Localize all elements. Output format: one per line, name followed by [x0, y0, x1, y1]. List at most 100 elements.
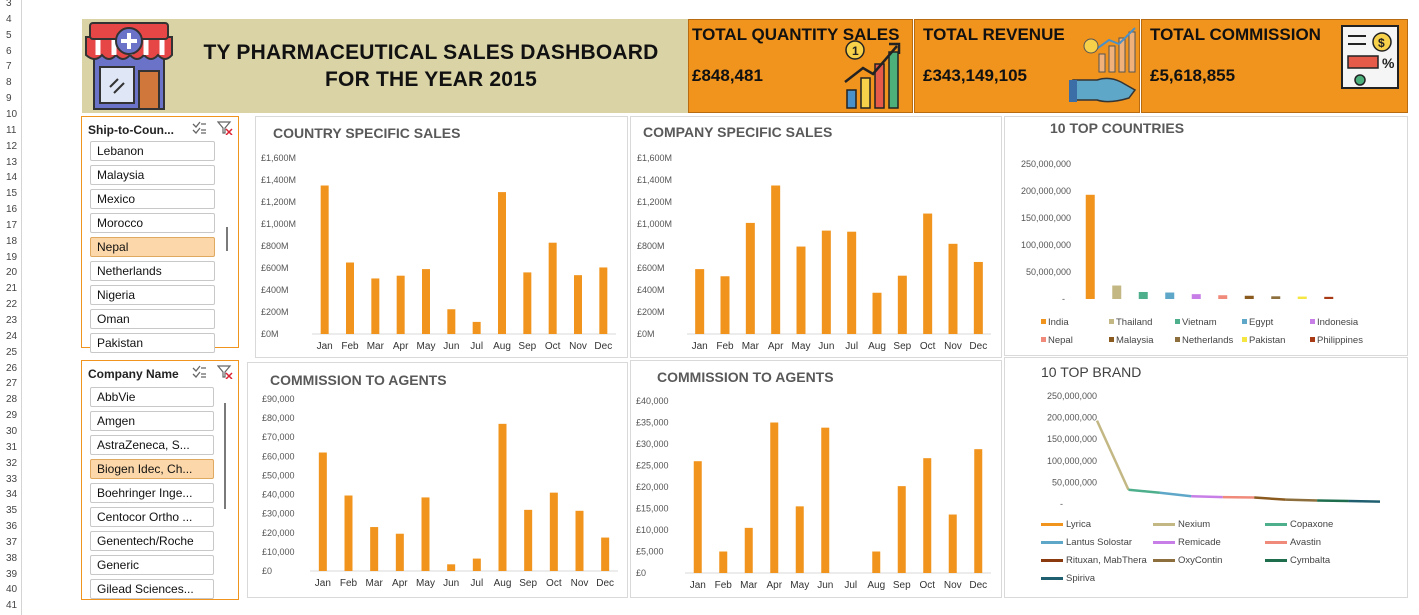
slicer-item[interactable]: Malaysia: [90, 165, 215, 185]
slicer-item[interactable]: Lebanon: [90, 141, 215, 161]
bar[interactable]: [1324, 296, 1334, 299]
bar[interactable]: [744, 527, 753, 573]
bar[interactable]: [719, 551, 728, 574]
row-number[interactable]: 5: [6, 29, 12, 41]
bar[interactable]: [549, 492, 558, 571]
row-number[interactable]: 12: [6, 140, 18, 152]
bar[interactable]: [498, 192, 506, 334]
bar[interactable]: [601, 537, 610, 571]
row-number[interactable]: 30: [6, 425, 18, 437]
slicer-item[interactable]: Amgen: [90, 411, 214, 431]
row-number[interactable]: 10: [6, 108, 18, 120]
bar[interactable]: [974, 449, 983, 573]
bar[interactable]: [948, 514, 957, 573]
bar[interactable]: [1271, 296, 1281, 299]
row-number[interactable]: 6: [6, 45, 12, 57]
slicer-scrollbar[interactable]: [226, 227, 228, 251]
bar[interactable]: [948, 243, 958, 334]
bar[interactable]: [524, 509, 533, 571]
bar[interactable]: [346, 262, 354, 335]
row-number[interactable]: 40: [6, 584, 18, 596]
bar[interactable]: [396, 275, 405, 334]
row-number[interactable]: 17: [6, 219, 18, 231]
bar[interactable]: [370, 527, 379, 571]
row-number[interactable]: 36: [6, 521, 18, 533]
bar[interactable]: [472, 558, 481, 571]
row-number[interactable]: 25: [6, 346, 18, 358]
slicer-item[interactable]: Nepal: [90, 237, 215, 257]
row-number[interactable]: 11: [6, 124, 17, 136]
slicer-scrollbar[interactable]: [224, 403, 226, 509]
slicer-item[interactable]: AstraZeneca, S...: [90, 435, 214, 455]
bar[interactable]: [421, 497, 430, 571]
bar[interactable]: [923, 458, 932, 573]
row-number[interactable]: 37: [6, 536, 18, 548]
clear-filter-icon[interactable]: [217, 365, 233, 379]
line-segment[interactable]: [1285, 498, 1318, 502]
bar[interactable]: [695, 269, 705, 334]
bar[interactable]: [973, 261, 983, 334]
row-number[interactable]: 13: [6, 156, 18, 168]
bar[interactable]: [847, 231, 857, 334]
row-number[interactable]: 15: [6, 188, 18, 200]
slicer-item[interactable]: Nigeria: [90, 285, 215, 305]
row-number[interactable]: 18: [6, 235, 18, 247]
bar[interactable]: [344, 495, 353, 571]
bar[interactable]: [1085, 194, 1095, 299]
line-segment[interactable]: [1128, 488, 1161, 495]
row-number[interactable]: 4: [6, 13, 12, 25]
slicer-item[interactable]: Pakistan: [90, 333, 215, 353]
bar[interactable]: [523, 272, 532, 334]
slicer-item[interactable]: Generic: [90, 555, 214, 575]
slicer-item[interactable]: Biogen Idec, Ch...: [90, 459, 214, 479]
bar[interactable]: [1165, 292, 1175, 299]
bar[interactable]: [1297, 296, 1307, 299]
bar[interactable]: [1191, 294, 1201, 299]
clear-filter-icon[interactable]: [217, 121, 233, 135]
slicer-item[interactable]: Boehringer Inge...: [90, 483, 214, 503]
line-segment[interactable]: [1254, 496, 1286, 501]
multi-select-icon[interactable]: [191, 365, 207, 379]
bar[interactable]: [745, 222, 755, 334]
line-segment[interactable]: [1159, 491, 1192, 498]
bar[interactable]: [796, 246, 806, 334]
row-number[interactable]: 16: [6, 204, 18, 216]
row-number[interactable]: 20: [6, 267, 18, 279]
line-segment[interactable]: [1095, 420, 1130, 491]
row-number[interactable]: 41: [6, 600, 18, 612]
row-number[interactable]: 9: [6, 93, 12, 105]
row-number[interactable]: 28: [6, 394, 18, 406]
slicer-item[interactable]: Mexico: [90, 189, 215, 209]
bar[interactable]: [693, 461, 702, 573]
bar[interactable]: [472, 321, 481, 334]
row-number[interactable]: 24: [6, 330, 18, 342]
multi-select-icon[interactable]: [191, 121, 207, 135]
slicer-item[interactable]: Morocco: [90, 213, 215, 233]
bar[interactable]: [771, 185, 781, 335]
row-number[interactable]: 14: [6, 172, 18, 184]
bar[interactable]: [770, 422, 779, 574]
row-number[interactable]: 21: [6, 283, 18, 295]
bar[interactable]: [318, 452, 327, 571]
bar[interactable]: [1244, 295, 1254, 299]
row-number[interactable]: 27: [6, 378, 18, 390]
bar[interactable]: [1112, 285, 1122, 300]
bar[interactable]: [897, 275, 907, 334]
slicer-item[interactable]: Oman: [90, 309, 215, 329]
row-number[interactable]: 32: [6, 457, 18, 469]
row-number[interactable]: 38: [6, 552, 18, 564]
line-segment[interactable]: [1191, 494, 1223, 499]
slicer-item[interactable]: Centocor Ortho ...: [90, 507, 214, 527]
row-number[interactable]: 3: [6, 0, 12, 9]
bar[interactable]: [897, 486, 906, 573]
bar[interactable]: [371, 278, 380, 334]
slicer-item[interactable]: AbbVie: [90, 387, 214, 407]
bar[interactable]: [422, 269, 430, 334]
bar[interactable]: [599, 267, 608, 334]
bar[interactable]: [720, 276, 730, 334]
bar[interactable]: [320, 185, 329, 335]
bar[interactable]: [395, 533, 404, 571]
bar[interactable]: [447, 564, 456, 571]
bar[interactable]: [1218, 295, 1228, 299]
bar[interactable]: [1138, 291, 1148, 299]
